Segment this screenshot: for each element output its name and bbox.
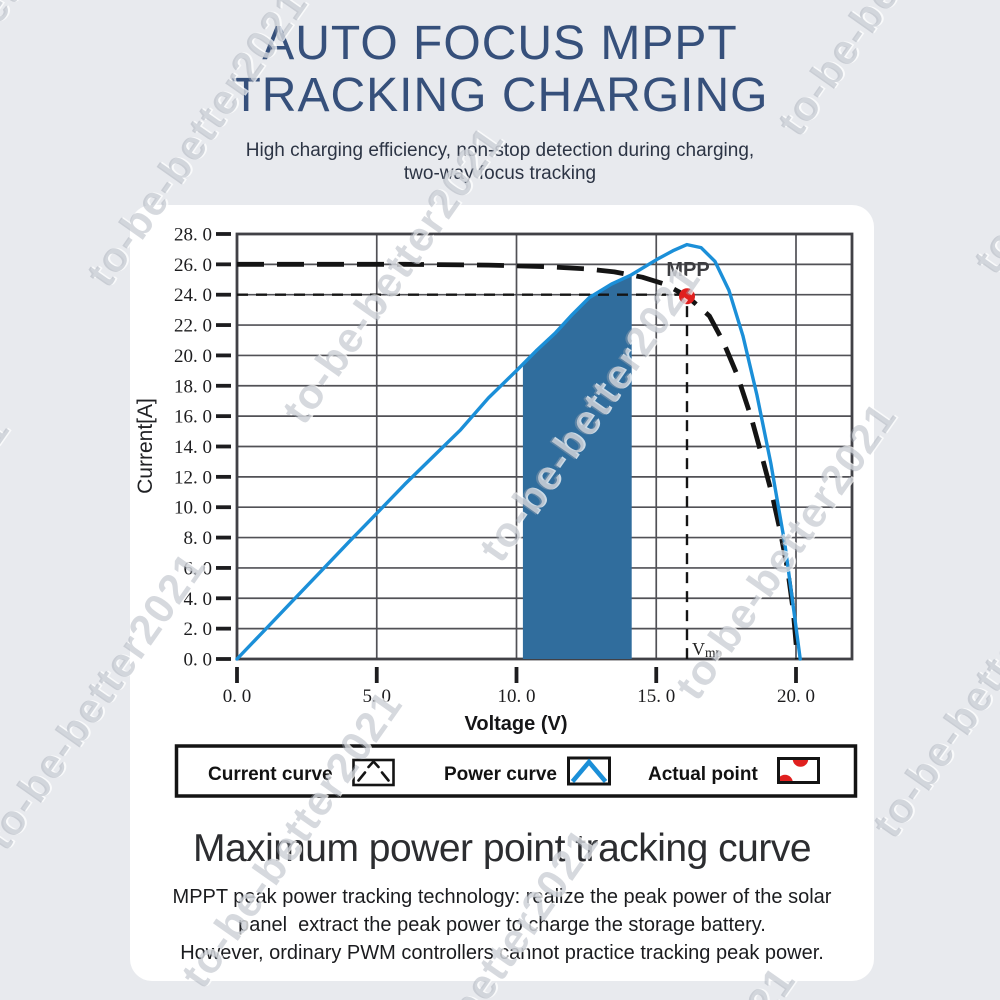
description-line1: MPPT peak power tracking technology: rea…: [172, 886, 832, 908]
legend-box: [174, 744, 858, 798]
x-tick-label: 15. 0: [637, 686, 675, 707]
chart-card: 0. 0 2. 0 4. 0 6. 0 8. 0 10. 0 12. 0 14. 0 16. 0…: [130, 205, 874, 981]
y-tick-label: 20. 0: [174, 346, 212, 367]
legend-label-actual-point: Actual point: [648, 764, 758, 785]
red-dots-icon: [777, 757, 820, 784]
page-title: AUTO FOCUS MPPT TRACKING CHARGING: [0, 18, 1000, 122]
y-tick-label: 16. 0: [174, 407, 212, 428]
y-tick-label: 18. 0: [174, 376, 212, 397]
y-tick-label: 6. 0: [184, 558, 213, 579]
y-tick-label: 12. 0: [174, 467, 212, 488]
mpp-point-label: MPP: [666, 259, 709, 281]
page-subtitle-line2: two-way focus tracking: [403, 163, 597, 184]
power-curve: [235, 242, 802, 661]
current-curve-swatch-icon: [352, 758, 395, 787]
y-tick-label: 22. 0: [174, 316, 212, 337]
y-tick-label: 28. 0: [174, 224, 212, 245]
power-curve-swatch-icon: [567, 756, 611, 786]
y-tick-label: 0. 0: [184, 650, 213, 671]
y-tick-label: 14. 0: [174, 437, 212, 458]
y-tick-label: 8. 0: [184, 528, 213, 549]
chart-heading: Maximum power point tracking curve: [192, 827, 812, 870]
watermark-text: to-be-better2021: [571, 0, 812, 7]
mppt-chart: 0. 0 2. 0 4. 0 6. 0 8. 0 10. 0 12. 0 14. 0 16. 0…: [134, 224, 858, 798]
shaded-region: [522, 274, 632, 659]
y-tick-label: 2. 0: [184, 619, 213, 640]
description-line3: However, ordinary PWM controllers cannot…: [180, 942, 824, 964]
watermark-text: to-be-better2021: [0, 406, 19, 721]
y-tick-label: 10. 0: [174, 498, 212, 519]
y-tick-label: 24. 0: [174, 285, 212, 306]
x-tick-label: 10. 0: [498, 686, 536, 707]
y-axis-title: Current[A]: [134, 398, 157, 494]
x-tick-label: 5. 0: [363, 686, 392, 707]
page-title-line1: AUTO FOCUS MPPT: [262, 17, 738, 70]
legend-label-power-curve: Power curve: [444, 764, 557, 785]
current-curve: [237, 261, 800, 660]
chart-plot: [235, 242, 802, 661]
x-axis-title: Voltage (V): [465, 713, 568, 735]
mpp-actual-point: [678, 288, 695, 305]
page-subtitle-line1: High charging efficiency, non-stop detec…: [245, 140, 755, 161]
description: MPPT peak power tracking technology: rea…: [130, 883, 874, 967]
watermark-text: to-be-better2021: [862, 531, 1000, 846]
y-tick-label: 26. 0: [174, 255, 212, 276]
description-line2: panel extract the peak power to charge t…: [238, 914, 766, 936]
page-subtitle: High charging efficiency, non-stop detec…: [0, 139, 1000, 185]
x-tick-label: 0. 0: [223, 686, 252, 707]
chart-grid: 0. 0 2. 0 4. 0 6. 0 8. 0 10. 0 12. 0 14. 0 16. 0…: [174, 224, 854, 707]
vmp-label: Vmp: [692, 639, 723, 660]
x-tick-label: 20. 0: [777, 686, 815, 707]
chart-legend: Current curve Power curve Actual point: [174, 744, 858, 798]
legend-label-current-curve: Current curve: [208, 764, 333, 785]
y-tick-label: 4. 0: [184, 589, 213, 610]
page-title-line2: TRACKING CHARGING: [231, 69, 769, 122]
